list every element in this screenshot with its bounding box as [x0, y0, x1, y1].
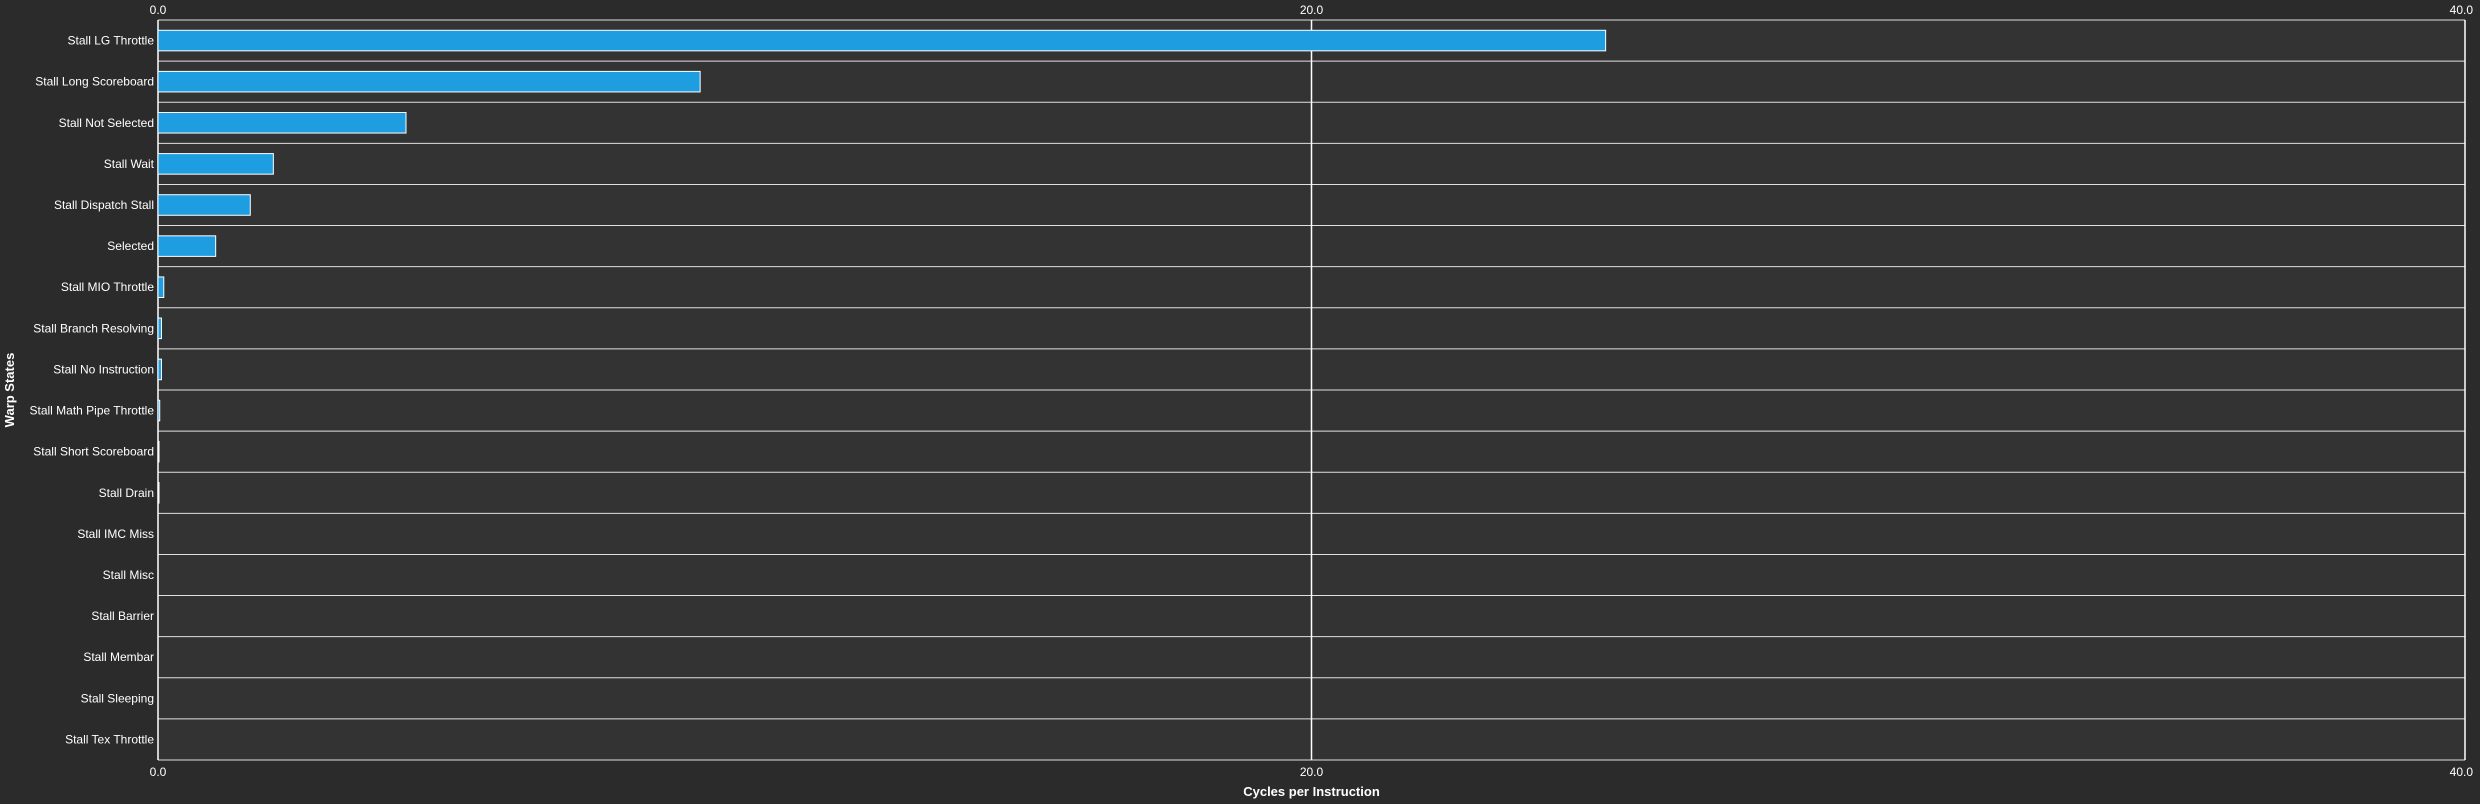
category-label: Stall Tex Throttle: [65, 732, 154, 746]
x-tick-label-bottom: 40.0: [2450, 765, 2474, 779]
bars: [157, 29, 1607, 504]
category-label: Stall Barrier: [91, 609, 154, 623]
x-tick-label-bottom: 0.0: [150, 765, 167, 779]
bar: [157, 70, 701, 93]
x-tick-labels: 0.0 0.0 20.0 20.0 40.0 40.0: [150, 3, 2474, 779]
category-label: Stall Long Scoreboard: [35, 75, 154, 89]
category-label: Stall Membar: [83, 650, 154, 664]
bar: [157, 358, 162, 381]
category-label: Stall MIO Throttle: [61, 280, 154, 294]
x-tick-label-top: 0.0: [150, 3, 167, 17]
category-label: Stall Dispatch Stall: [54, 198, 154, 212]
bar: [157, 153, 274, 175]
bar: [157, 482, 160, 504]
category-labels: Stall LG Throttle Stall Long Scoreboard St…: [29, 34, 154, 747]
category-label: Stall Not Selected: [59, 116, 154, 130]
category-label: Stall Math Pipe Throttle: [29, 404, 154, 418]
y-axis-title: Warp States: [2, 353, 17, 428]
bar: [157, 194, 251, 216]
bar: [157, 399, 161, 422]
category-label: Stall LG Throttle: [68, 34, 155, 48]
x-tick-label-top: 40.0: [2450, 3, 2474, 17]
bar: [157, 276, 165, 299]
bar: [157, 235, 217, 257]
bar: [157, 440, 160, 463]
x-tick-label-top: 20.0: [1300, 3, 1324, 17]
gridlines: [157, 19, 2466, 761]
category-label: Stall Short Scoreboard: [33, 445, 154, 459]
x-tick-label-bottom: 20.0: [1300, 765, 1324, 779]
category-label: Stall No Instruction: [53, 362, 154, 376]
x-axis-title: Cycles per Instruction: [1243, 784, 1380, 799]
category-label: Stall Branch Resolving: [33, 321, 154, 335]
category-label: Stall Misc: [103, 568, 154, 582]
bar: [157, 29, 1607, 52]
category-label: Stall Drain: [99, 486, 154, 500]
bar: [157, 112, 407, 134]
category-label: Stall IMC Miss: [77, 527, 154, 541]
category-label: Stall Wait: [104, 157, 155, 171]
category-label: Selected: [107, 239, 154, 253]
bar: [157, 317, 162, 340]
category-label: Stall Sleeping: [81, 691, 154, 705]
